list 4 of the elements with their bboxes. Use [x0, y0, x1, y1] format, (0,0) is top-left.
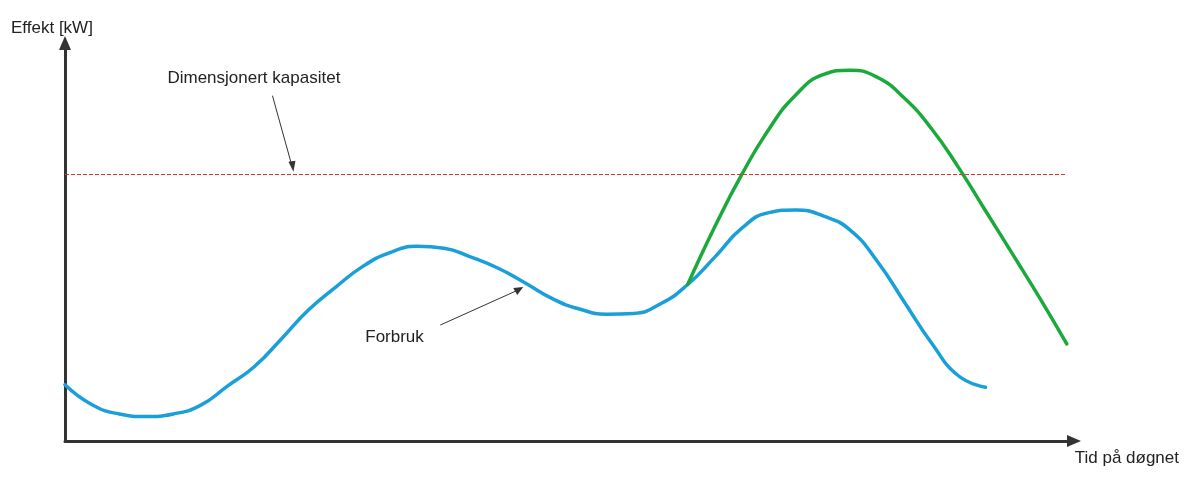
- text: Forbruk: [365, 327, 425, 347]
- x-axis-title: Tid på døgnet: [1074, 448, 1180, 467]
- y-axis-title: Effekt [kW]: [11, 18, 93, 37]
- ref-line-label: Dimensjonert kapasitet: [167, 67, 341, 87]
